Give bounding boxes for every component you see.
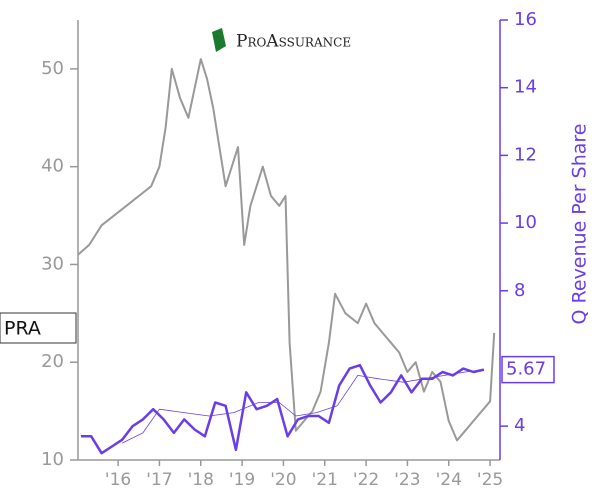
x-tick-label: '25: [477, 470, 503, 490]
y-tick-label: 10: [41, 449, 64, 470]
x-tick-label: '23: [394, 470, 420, 490]
y2-axis-label: Q Revenue Per Share: [569, 124, 591, 325]
x-tick-label: '19: [229, 470, 255, 490]
logo-text: ProAssurance: [236, 32, 351, 52]
x-tick-label: '18: [188, 470, 214, 490]
x-tick-label: '24: [436, 470, 462, 490]
x-tick-label: '21: [312, 470, 338, 490]
y-tick-label: 20: [41, 351, 64, 372]
last-value-label: 5.67: [506, 359, 546, 380]
y-tick-label: 50: [41, 58, 64, 79]
y2-tick-label: 16: [514, 9, 537, 30]
series-line: [122, 369, 484, 444]
series-line: [80, 363, 485, 455]
y2-tick-label: 14: [514, 77, 537, 98]
y2-tick-label: 8: [514, 280, 525, 301]
x-tick-label: '20: [270, 470, 296, 490]
series-line: [77, 58, 496, 442]
logo: ProAssurance: [212, 28, 351, 52]
ticker: PRA: [4, 318, 41, 340]
y2-tick-label: 10: [514, 212, 537, 233]
y2-tick-label: 12: [514, 144, 537, 165]
y-tick-label: 40: [41, 156, 64, 177]
y2-tick-label: 4: [514, 415, 525, 436]
ticker-box: [0, 312, 77, 344]
last-value-box: [501, 355, 555, 384]
logo-mark: [212, 28, 226, 52]
y-tick-label: 30: [41, 253, 64, 274]
x-tick-label: '16: [105, 470, 131, 490]
x-tick-label: '22: [353, 470, 379, 490]
x-tick-label: '17: [146, 470, 172, 490]
